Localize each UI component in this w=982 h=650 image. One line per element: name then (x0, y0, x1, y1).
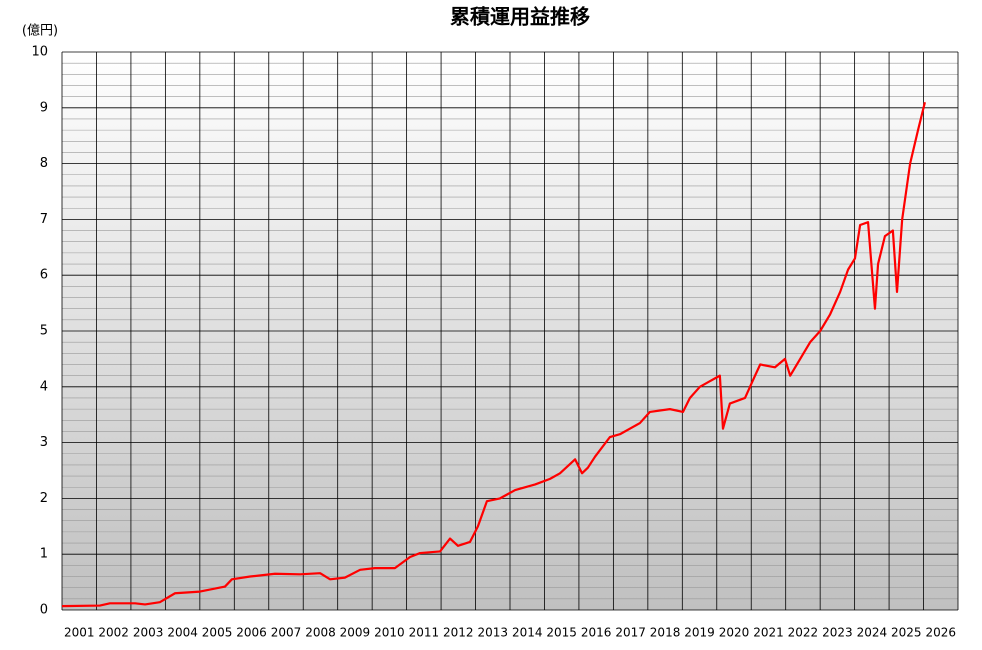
y-tick-label: 4 (40, 379, 48, 394)
x-tick-label: 2008 (305, 626, 336, 640)
x-tick-label: 2017 (615, 626, 646, 640)
x-tick-label: 2024 (857, 626, 888, 640)
chart-title: 累積運用益推移 (450, 5, 590, 29)
y-tick-label: 6 (40, 268, 48, 283)
x-tick-label: 2010 (374, 626, 405, 640)
y-tick-label: 8 (40, 156, 48, 171)
y-tick-label: 9 (40, 100, 48, 115)
x-tick-label: 2012 (443, 626, 474, 640)
x-tick-label: 2014 (512, 626, 543, 640)
y-tick-label: 7 (40, 212, 48, 227)
x-tick-label: 2023 (822, 626, 853, 640)
x-tick-label: 2005 (202, 626, 233, 640)
x-tick-label: 2006 (236, 626, 267, 640)
x-tick-label: 2007 (271, 626, 302, 640)
x-tick-label: 2002 (98, 626, 129, 640)
x-tick-label: 2011 (409, 626, 440, 640)
y-tick-label: 10 (31, 45, 48, 60)
x-tick-label: 2018 (650, 626, 681, 640)
x-tick-label: 2004 (167, 626, 198, 640)
y-tick-label: 3 (40, 435, 48, 450)
x-tick-label: 2009 (340, 626, 371, 640)
data-line (61, 101, 926, 608)
y-tick-label: 2 (40, 491, 48, 506)
x-tick-label: 2025 (891, 626, 922, 640)
x-tick-label: 2026 (925, 626, 956, 640)
x-tick-label: 2019 (684, 626, 715, 640)
x-tick-label: 2016 (581, 626, 612, 640)
y-tick-label: 1 (40, 547, 48, 562)
x-tick-label: 2001 (64, 626, 95, 640)
x-tick-label: 2003 (133, 626, 164, 640)
x-tick-label: 2020 (719, 626, 750, 640)
y-tick-label: 0 (40, 603, 48, 618)
y-tick-label: 5 (40, 324, 48, 339)
x-tick-label: 2015 (546, 626, 577, 640)
x-tick-label: 2022 (788, 626, 819, 640)
y-axis-label: (億円) (22, 23, 58, 39)
x-tick-label: 2013 (477, 626, 508, 640)
x-tick-label: 2021 (753, 626, 784, 640)
